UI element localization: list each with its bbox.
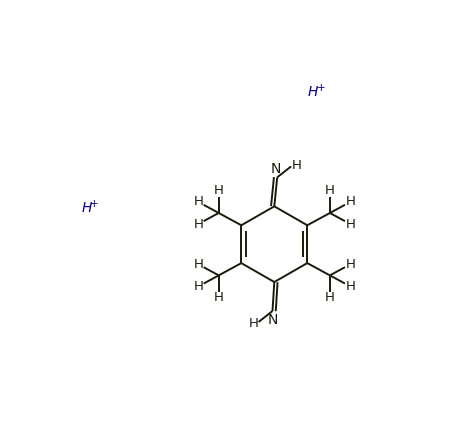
- Text: +: +: [317, 83, 325, 93]
- Text: H: H: [193, 258, 203, 271]
- Text: +: +: [90, 199, 99, 209]
- Text: H: H: [292, 159, 301, 172]
- Text: H: H: [193, 218, 203, 230]
- Text: H: H: [345, 218, 355, 230]
- Text: H: H: [307, 85, 318, 99]
- Text: H: H: [81, 202, 92, 215]
- Text: H: H: [345, 258, 355, 271]
- Text: H: H: [214, 291, 224, 304]
- Text: N: N: [271, 162, 281, 175]
- Text: N: N: [267, 313, 278, 327]
- Text: H: H: [325, 291, 335, 304]
- Text: H: H: [193, 280, 203, 293]
- Text: H: H: [345, 280, 355, 293]
- Text: H: H: [325, 184, 335, 197]
- Text: H: H: [214, 184, 224, 197]
- Text: H: H: [249, 317, 258, 330]
- Text: H: H: [345, 195, 355, 208]
- Text: H: H: [193, 195, 203, 208]
